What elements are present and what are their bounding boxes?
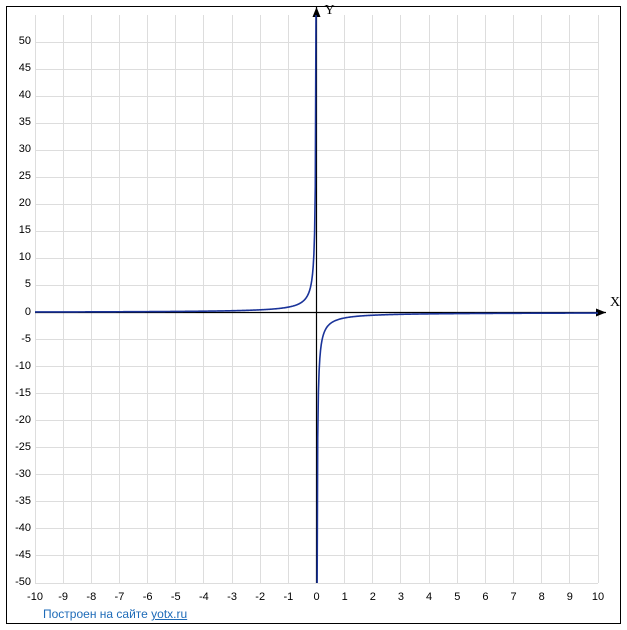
credit-text: Построен на сайте yotx.ru: [43, 607, 187, 621]
y-tick-label: -20: [15, 414, 31, 426]
grid-vline: [91, 15, 92, 583]
x-tick-label: 6: [475, 591, 495, 603]
y-tick-label: 35: [19, 116, 31, 128]
grid-hline: [35, 555, 598, 556]
x-tick-label: -8: [81, 591, 101, 603]
y-tick-label: -5: [21, 333, 31, 345]
chart-container: -10-9-8-7-6-5-4-3-2-1012345678910-50-45-…: [0, 0, 627, 630]
x-tick-label: 1: [335, 591, 355, 603]
grid-vline: [203, 15, 204, 583]
y-tick-label: -30: [15, 468, 31, 480]
x-tick-label: -7: [109, 591, 129, 603]
x-tick-label: 7: [504, 591, 524, 603]
y-tick-label: 5: [25, 278, 31, 290]
x-tick-label: 5: [447, 591, 467, 603]
y-tick-label: 25: [19, 170, 31, 182]
grid-vline: [457, 15, 458, 583]
grid-hline: [35, 150, 598, 151]
grid-vline: [35, 15, 36, 583]
grid-vline: [175, 15, 176, 583]
x-tick-label: -10: [25, 591, 45, 603]
grid-vline: [541, 15, 542, 583]
grid-hline: [35, 204, 598, 205]
grid-hline: [35, 366, 598, 367]
y-tick-label: 0: [25, 306, 31, 318]
y-tick-label: 50: [19, 35, 31, 47]
grid-vline: [119, 15, 120, 583]
grid-vline: [344, 15, 345, 583]
x-tick-label: 9: [560, 591, 580, 603]
grid-hline: [35, 447, 598, 448]
grid-hline: [35, 231, 598, 232]
y-tick-label: -35: [15, 495, 31, 507]
grid-hline: [35, 69, 598, 70]
y-tick-label: -45: [15, 549, 31, 561]
grid-vline: [372, 15, 373, 583]
credit-prefix: Построен на сайте: [43, 607, 151, 621]
x-tick-label: 8: [532, 591, 552, 603]
grid-hline: [35, 339, 598, 340]
grid-vline: [429, 15, 430, 583]
x-tick-label: 10: [588, 591, 608, 603]
y-tick-label: 10: [19, 251, 31, 263]
y-tick-label: 15: [19, 224, 31, 236]
grid-hline: [35, 312, 598, 313]
y-tick-label: 40: [19, 89, 31, 101]
y-tick-label: -25: [15, 441, 31, 453]
y-tick-label: -15: [15, 387, 31, 399]
x-tick-label: -3: [222, 591, 242, 603]
grid-hline: [35, 123, 598, 124]
x-axis-title: X: [610, 295, 620, 311]
y-tick-label: -50: [15, 576, 31, 588]
grid-vline: [232, 15, 233, 583]
grid-vline: [513, 15, 514, 583]
grid-vline: [316, 15, 317, 583]
y-tick-label: -40: [15, 522, 31, 534]
grid-hline: [35, 42, 598, 43]
chart-outer-border: [6, 6, 621, 624]
grid-hline: [35, 177, 598, 178]
x-tick-label: -5: [166, 591, 186, 603]
y-tick-label: 45: [19, 62, 31, 74]
grid-hline: [35, 96, 598, 97]
grid-vline: [569, 15, 570, 583]
grid-hline: [35, 474, 598, 475]
grid-vline: [147, 15, 148, 583]
grid-vline: [260, 15, 261, 583]
grid-hline: [35, 258, 598, 259]
y-tick-label: 20: [19, 197, 31, 209]
grid-vline: [598, 15, 599, 583]
grid-vline: [400, 15, 401, 583]
x-tick-label: -6: [138, 591, 158, 603]
y-axis-title: Y: [325, 3, 335, 19]
grid-hline: [35, 393, 598, 394]
x-tick-label: 4: [419, 591, 439, 603]
x-tick-label: -4: [194, 591, 214, 603]
x-tick-label: 2: [363, 591, 383, 603]
grid-hline: [35, 583, 598, 584]
grid-vline: [288, 15, 289, 583]
x-tick-label: 0: [307, 591, 327, 603]
x-tick-label: -9: [53, 591, 73, 603]
grid-hline: [35, 285, 598, 286]
y-tick-label: -10: [15, 360, 31, 372]
grid-vline: [63, 15, 64, 583]
x-tick-label: -2: [250, 591, 270, 603]
x-tick-label: 3: [391, 591, 411, 603]
y-tick-label: 30: [19, 143, 31, 155]
grid-hline: [35, 528, 598, 529]
grid-hline: [35, 420, 598, 421]
grid-hline: [35, 501, 598, 502]
x-tick-label: -1: [278, 591, 298, 603]
grid-vline: [485, 15, 486, 583]
credit-link[interactable]: yotx.ru: [151, 607, 187, 621]
